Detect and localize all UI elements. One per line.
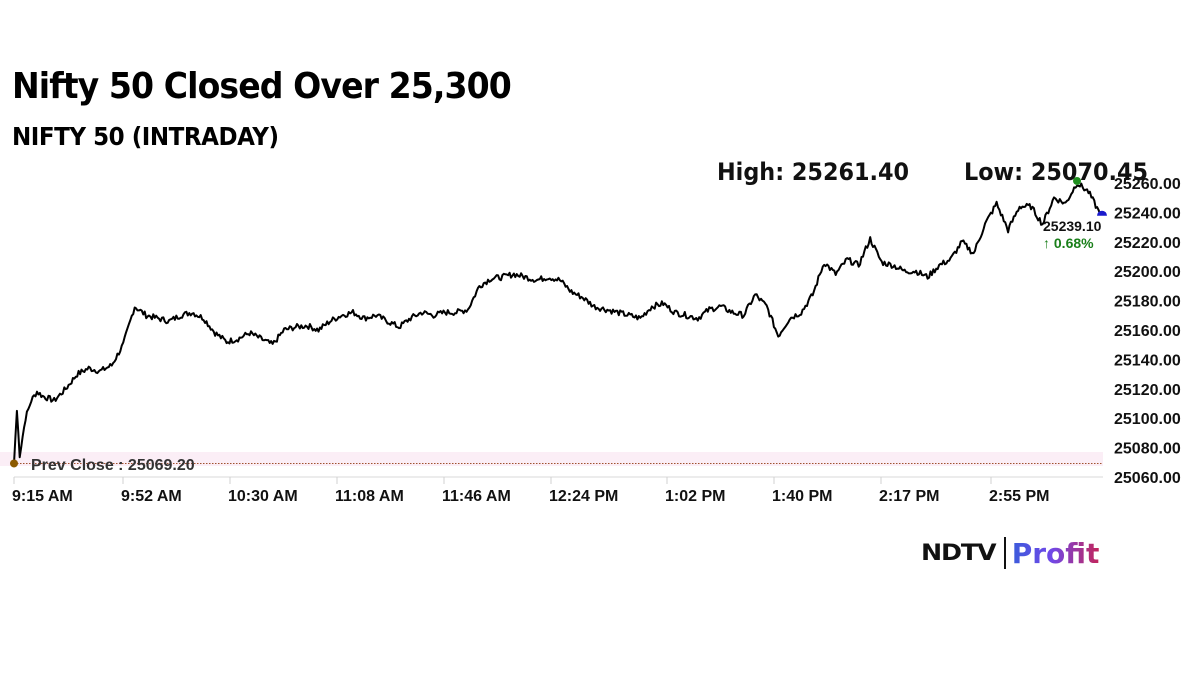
y-tick-label: 25240.00 xyxy=(1114,205,1181,222)
page-title: Nifty 50 Closed Over 25,300 xyxy=(12,66,512,107)
y-tick-label: 25080.00 xyxy=(1114,441,1181,458)
y-tick-label: 25260.00 xyxy=(1114,176,1181,193)
logo-divider xyxy=(1003,537,1006,569)
x-tick-label: 10:30 AM xyxy=(228,488,298,505)
x-tick-label: 11:08 AM xyxy=(335,488,404,505)
profit-wordmark: Profit xyxy=(1011,536,1100,570)
x-tick-label: 9:15 AM xyxy=(12,488,73,505)
high-marker xyxy=(1073,176,1082,185)
chart-subtitle: NIFTY 50 (INTRADAY) xyxy=(12,122,279,151)
x-tick-label: 12:24 PM xyxy=(549,488,618,505)
y-tick-label: 25180.00 xyxy=(1114,294,1181,311)
prev-close-label: Prev Close : 25069.20 xyxy=(31,457,195,474)
ndtv-profit-logo: NDTV Profit xyxy=(921,535,1099,571)
x-tick-label: 9:52 AM xyxy=(121,488,182,505)
low-value: Low: 25070.45 xyxy=(964,158,1149,186)
y-tick-label: 25200.00 xyxy=(1114,264,1181,281)
x-tick-label: 11:46 AM xyxy=(442,488,511,505)
x-tick-label: 1:02 PM xyxy=(665,488,725,505)
y-tick-label: 25220.00 xyxy=(1114,235,1181,252)
y-tick-label: 25120.00 xyxy=(1114,382,1181,399)
last-price-label: 25239.10 xyxy=(1043,218,1102,234)
y-tick-label: 25100.00 xyxy=(1114,411,1181,428)
change-percent-label: ↑ 0.68% xyxy=(1043,235,1094,251)
y-axis: 25260.00 25240.00 25220.00 25200.00 25180.00… xyxy=(1114,176,1181,487)
ndtv-wordmark: NDTV xyxy=(921,540,997,566)
prev-close-band xyxy=(0,452,1103,466)
x-tick-label: 1:40 PM xyxy=(772,488,832,505)
price-line xyxy=(13,182,1101,464)
x-tick-label: 2:55 PM xyxy=(989,488,1049,505)
open-marker xyxy=(10,459,18,468)
x-axis: 9:15 AM 9:52 AM 10:30 AM 11:08 AM 11:46 AM 12… xyxy=(12,477,1049,505)
last-price-marker xyxy=(1097,210,1107,216)
y-tick-label: 25160.00 xyxy=(1114,323,1181,340)
y-tick-label: 25060.00 xyxy=(1114,470,1181,487)
y-tick-label: 25140.00 xyxy=(1114,352,1181,369)
high-value: High: 25261.40 xyxy=(717,158,910,186)
x-tick-label: 2:17 PM xyxy=(879,488,939,505)
